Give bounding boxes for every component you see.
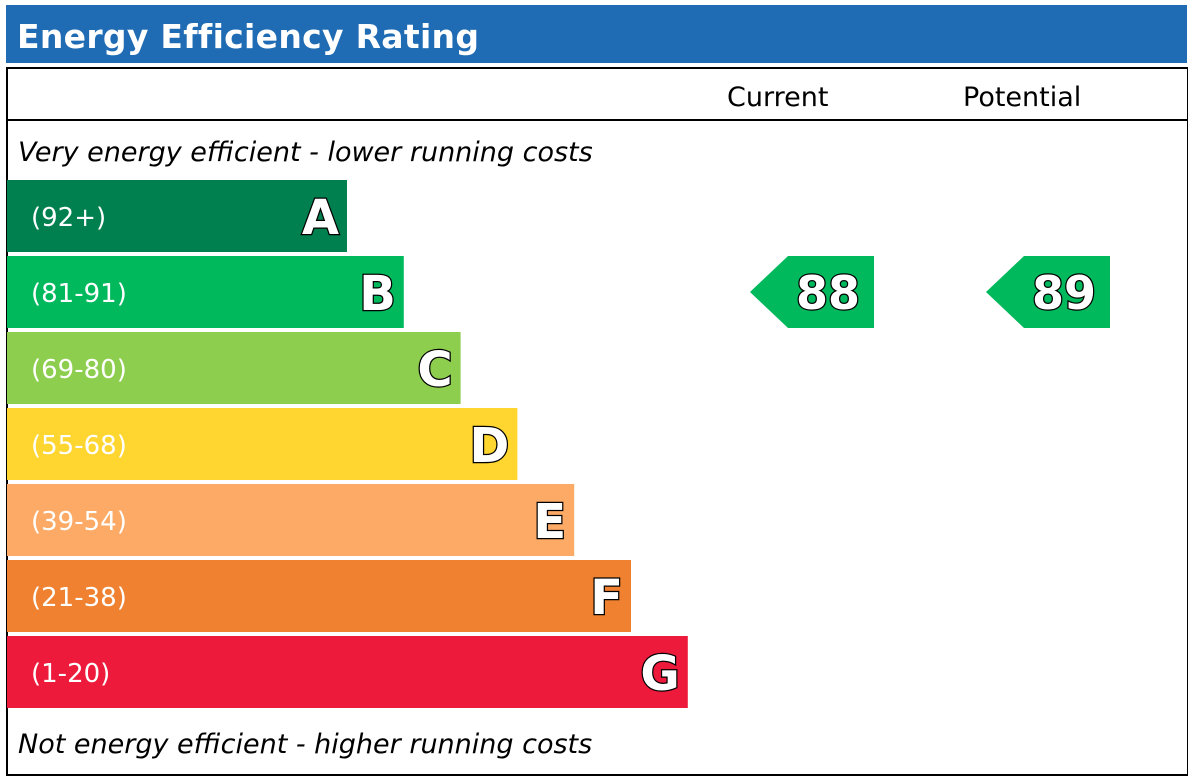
band-letter-f: F: [590, 570, 623, 626]
band-range-d: (55-68): [31, 431, 127, 461]
band-letter-e: E: [533, 494, 566, 550]
band-letter-g: G: [640, 646, 679, 702]
band-bar-f: [7, 560, 631, 632]
bottom-note: Not energy efficient - higher running co…: [18, 729, 593, 760]
band-bar-e: [7, 484, 575, 556]
potential-rating-value: 89: [1032, 266, 1096, 320]
band-range-b: (81-91): [31, 279, 127, 309]
band-range-f: (21-38): [31, 583, 127, 613]
band-letter-c: C: [417, 342, 452, 398]
potential-column-label: Potential: [963, 82, 1082, 113]
band-letter-d: D: [470, 418, 510, 474]
band-bar-a: [7, 180, 347, 252]
band-bar-d: [7, 408, 518, 480]
band-letter-a: A: [302, 190, 339, 246]
column-header-row: Current Potential: [8, 69, 1187, 121]
band-range-c: (69-80): [31, 355, 127, 385]
band-bar-b: [7, 256, 404, 328]
band-letter-b: B: [359, 266, 396, 322]
current-rating-value: 88: [796, 266, 860, 320]
top-note: Very energy efficient - lower running co…: [18, 137, 593, 168]
potential-rating-arrow: [986, 256, 1110, 328]
band-range-a: (92+): [31, 203, 106, 233]
band-bar-g: [7, 636, 688, 708]
chart-header: Energy Efficiency Rating: [6, 5, 1187, 63]
band-bar-c: [7, 332, 461, 404]
current-column-label: Current: [727, 82, 829, 113]
band-range-e: (39-54): [31, 507, 127, 537]
chart-title: Energy Efficiency Rating: [17, 17, 480, 56]
chart-frame: Current Potential Very energy efficient …: [6, 67, 1188, 776]
current-rating-arrow: [750, 256, 874, 328]
band-range-g: (1-20): [31, 659, 110, 689]
